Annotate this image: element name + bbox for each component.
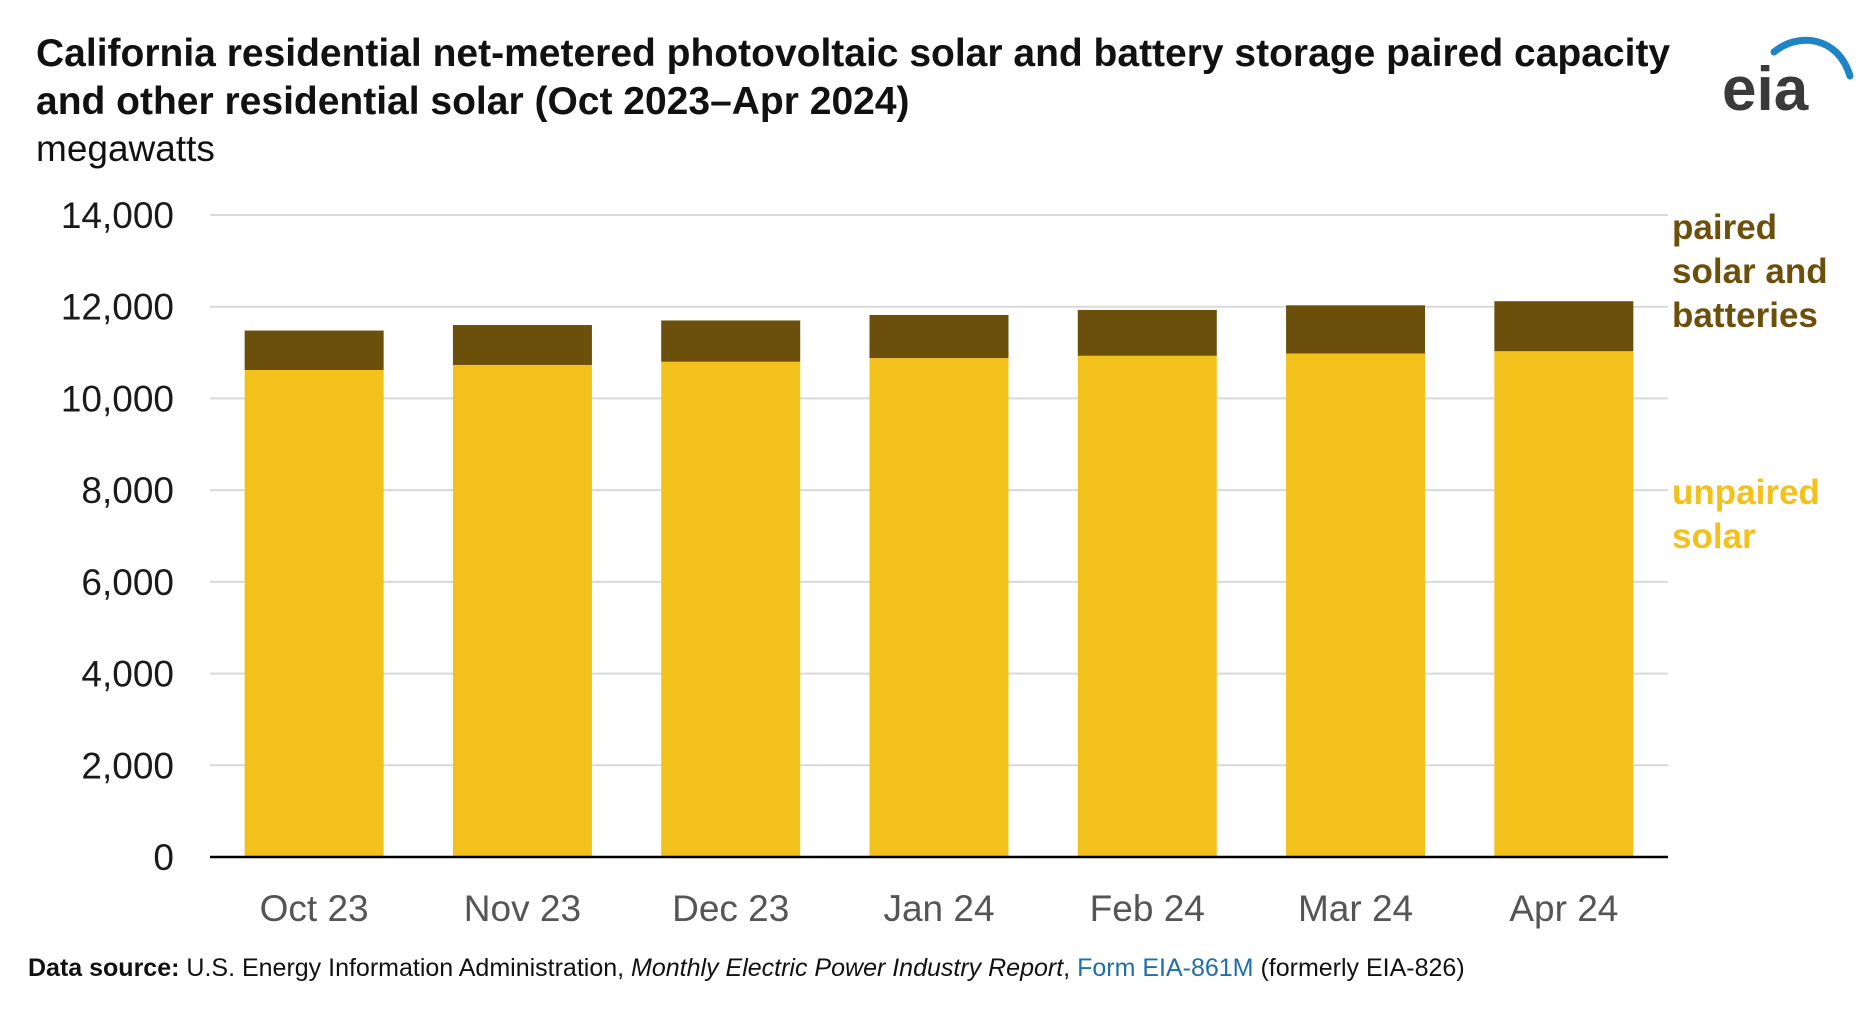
bar-paired-solar-batteries bbox=[661, 320, 801, 362]
legend-unpaired: unpaired solar bbox=[1672, 471, 1862, 559]
bar-paired-solar-batteries bbox=[244, 330, 384, 370]
bar-unpaired-solar bbox=[869, 358, 1009, 857]
chart-title: California residential net-metered photo… bbox=[36, 32, 1671, 123]
x-tick-label: Feb 24 bbox=[1090, 888, 1205, 929]
bar-unpaired-solar bbox=[452, 364, 592, 857]
source-label: Data source: bbox=[28, 954, 180, 982]
units-label: megawatts bbox=[36, 128, 215, 169]
bar-unpaired-solar bbox=[244, 369, 384, 857]
legend-unpaired-line-2: solar bbox=[1672, 517, 1756, 556]
eia-logo-arc bbox=[1770, 36, 1854, 80]
legend-paired-line-3: batteries bbox=[1672, 296, 1818, 335]
y-tick-label: 12,000 bbox=[61, 287, 174, 328]
x-tick-label: Mar 24 bbox=[1298, 888, 1413, 929]
bar-paired-solar-batteries bbox=[1494, 301, 1634, 352]
bar-unpaired-solar bbox=[1077, 355, 1217, 857]
source-text-3: (formerly EIA-826) bbox=[1253, 954, 1465, 982]
bar-paired-solar-batteries bbox=[1077, 309, 1217, 356]
bar-unpaired-solar bbox=[1494, 351, 1634, 857]
bar-unpaired-solar bbox=[1286, 353, 1426, 857]
stacked-bar-chart: 0 2,000 4,000 6,000 8,000 10,000 12,000 14,000 O… bbox=[61, 195, 1668, 929]
x-tick-label: Apr 24 bbox=[1509, 888, 1618, 929]
source-text-2: , bbox=[1063, 954, 1078, 982]
x-tick-label: Dec 23 bbox=[672, 888, 789, 929]
bar-paired-solar-batteries bbox=[1286, 305, 1426, 354]
x-tick-label: Oct 23 bbox=[260, 888, 369, 929]
x-tick-label: Nov 23 bbox=[464, 888, 581, 929]
y-tick-label: 0 bbox=[153, 837, 174, 878]
source-text-1: U.S. Energy Information Administration, bbox=[179, 954, 632, 982]
y-tick-label: 14,000 bbox=[61, 195, 174, 236]
bar-unpaired-solar bbox=[661, 361, 801, 857]
x-tick-label: Jan 24 bbox=[883, 888, 994, 929]
bar-paired-solar-batteries bbox=[452, 325, 592, 365]
bar-paired-solar-batteries bbox=[869, 314, 1009, 359]
eia-logo-text: eia bbox=[1722, 55, 1809, 120]
y-tick-label: 10,000 bbox=[61, 378, 174, 419]
eia-logo: eia bbox=[1722, 36, 1854, 120]
data-source-note: Data source: U.S. Energy Information Adm… bbox=[28, 954, 1465, 983]
y-tick-label: 4,000 bbox=[81, 654, 174, 695]
legend-unpaired-line-1: unpaired bbox=[1672, 473, 1820, 512]
y-tick-label: 2,000 bbox=[81, 745, 174, 786]
legend-paired-line-1: paired bbox=[1672, 208, 1778, 247]
legend-paired: paired solar and batteries bbox=[1672, 206, 1862, 338]
legend-paired-line-2: solar and bbox=[1672, 252, 1828, 291]
y-tick-label: 6,000 bbox=[81, 562, 174, 603]
y-tick-label: 8,000 bbox=[81, 470, 174, 511]
source-report: Monthly Electric Power Industry Report bbox=[631, 954, 1064, 982]
source-link[interactable]: Form EIA-861M bbox=[1077, 954, 1254, 982]
